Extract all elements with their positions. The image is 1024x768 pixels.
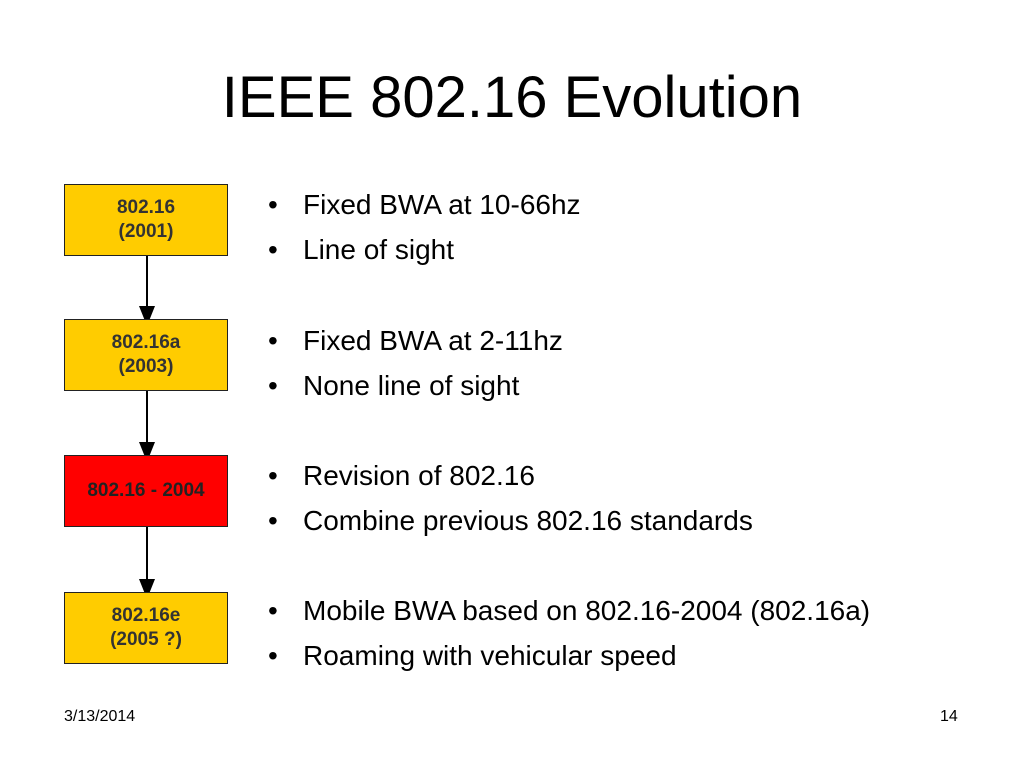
bullet-text: Mobile BWA based on 802.16-2004 (802.16a…: [303, 595, 871, 626]
standard-box-802-16-2004: 802.16 - 2004: [64, 455, 228, 527]
bullet-text: Fixed BWA at 10-66hz: [303, 189, 581, 220]
bullet-text: Roaming with vehicular speed: [303, 640, 677, 671]
connector-arrows: [139, 256, 155, 599]
box-year: (2003): [118, 356, 174, 377]
box-name: 802.16e: [111, 605, 181, 626]
bullet-item: • Line of sight: [268, 234, 454, 265]
bullet-item: • Roaming with vehicular speed: [268, 640, 677, 671]
standard-box-802-16: 802.16 (2001): [64, 184, 228, 256]
bullet-item: • None line of sight: [268, 370, 520, 401]
bullet-item: • Combine previous 802.16 standards: [268, 505, 753, 536]
bullet-group-802-16e: • Mobile BWA based on 802.16-2004 (802.16…: [262, 588, 870, 678]
bullet-item: • Fixed BWA at 10-66hz: [268, 189, 581, 220]
box-name: 802.16: [116, 197, 176, 218]
bullet-group-802-16: • Fixed BWA at 10-66hz • Line of sight: [262, 182, 581, 272]
page-number: 14: [940, 708, 958, 725]
footer-date: 3/13/2014: [64, 708, 136, 725]
standard-box-802-16a: 802.16a (2003): [64, 319, 228, 391]
bullet-text: Revision of 802.16: [303, 460, 535, 491]
box-name: 802.16 - 2004: [87, 480, 205, 501]
bullet-text: Fixed BWA at 2-11hz: [303, 325, 563, 356]
bullet-text: Combine previous 802.16 standards: [303, 505, 753, 536]
bullet-group-802-16a: • Fixed BWA at 2-11hz • None line of sight: [262, 318, 563, 408]
bullet-text: None line of sight: [303, 370, 520, 401]
bullet-text: Line of sight: [303, 234, 454, 265]
bullet-item: • Mobile BWA based on 802.16-2004 (802.16…: [268, 595, 871, 626]
bullet-item: • Revision of 802.16: [268, 460, 535, 491]
bullet-list: • Fixed BWA at 10-66hz • Line of sight • Fi…: [262, 0, 1022, 700]
bullet-group-802-16-2004: • Revision of 802.16 • Combine previous 80…: [262, 453, 753, 543]
bullet-item: • Fixed BWA at 2-11hz: [268, 325, 563, 356]
slide-title: IEEE 802.16 Evolution: [221, 65, 803, 130]
box-year: (2005 ?): [110, 629, 182, 650]
box-name: 802.16a: [111, 332, 181, 353]
standard-box-802-16e: 802.16e (2005 ?): [64, 592, 228, 664]
evolution-diagram: 802.16 (2001) 802.16a (2003) 802.16 - 20…: [0, 0, 260, 700]
box-year: (2001): [118, 221, 174, 242]
